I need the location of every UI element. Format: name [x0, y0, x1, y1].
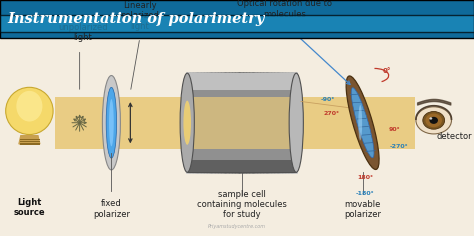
FancyBboxPatch shape: [0, 15, 474, 32]
Bar: [55, 97, 415, 149]
Text: Priyamstudycentre.com: Priyamstudycentre.com: [208, 224, 266, 229]
Text: 90°: 90°: [389, 127, 401, 132]
Ellipse shape: [106, 87, 117, 158]
Text: -90°: -90°: [321, 97, 335, 102]
Ellipse shape: [6, 87, 53, 135]
Ellipse shape: [109, 99, 114, 146]
Text: sample cell
containing molecules
for study: sample cell containing molecules for stu…: [197, 190, 287, 219]
Text: 270°: 270°: [324, 111, 340, 116]
Text: -270°: -270°: [390, 144, 409, 149]
Ellipse shape: [346, 76, 379, 169]
Polygon shape: [19, 136, 40, 144]
Ellipse shape: [425, 114, 442, 127]
Bar: [187, 73, 296, 172]
Text: 180°: 180°: [357, 175, 373, 180]
Text: 0°: 0°: [383, 68, 391, 74]
Bar: [187, 73, 296, 172]
Bar: [187, 73, 296, 90]
Text: fixed
polarizer: fixed polarizer: [93, 199, 130, 219]
Ellipse shape: [429, 117, 438, 124]
Text: Instrumentation of polarimetry: Instrumentation of polarimetry: [7, 12, 264, 26]
Ellipse shape: [289, 73, 303, 172]
Bar: [180, 97, 303, 149]
Ellipse shape: [429, 117, 432, 120]
Ellipse shape: [358, 105, 362, 140]
Ellipse shape: [423, 112, 445, 129]
Ellipse shape: [16, 91, 43, 122]
Bar: [187, 160, 296, 172]
Ellipse shape: [351, 88, 374, 158]
Text: detector: detector: [436, 132, 472, 141]
Text: unpolarized
light: unpolarized light: [58, 23, 108, 42]
FancyBboxPatch shape: [0, 0, 474, 38]
Ellipse shape: [102, 76, 120, 170]
Ellipse shape: [183, 101, 191, 145]
Text: Linearly
polarized
light: Linearly polarized light: [120, 1, 159, 31]
Text: Light
source: Light source: [14, 198, 45, 217]
Ellipse shape: [180, 73, 194, 172]
Text: -180°: -180°: [356, 191, 374, 196]
Ellipse shape: [416, 107, 451, 134]
Text: Optical rotation due to
molecules: Optical rotation due to molecules: [237, 0, 332, 19]
Text: movable
polarizer: movable polarizer: [344, 200, 381, 219]
